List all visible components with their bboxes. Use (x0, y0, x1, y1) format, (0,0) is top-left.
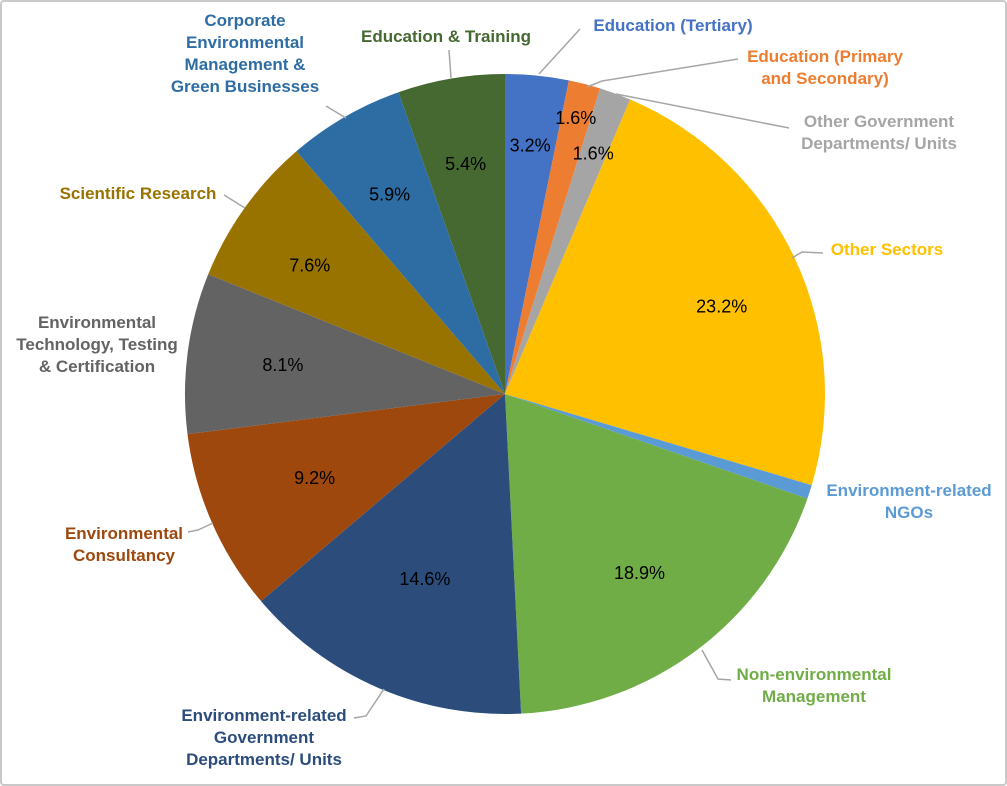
leader-line (223, 194, 246, 209)
leader-line (701, 649, 732, 681)
pct-label-scientific-research: 7.6% (289, 256, 330, 276)
pct-label-corporate-environmental-management-green-b: 5.9% (369, 185, 410, 205)
pie-slice-environment-related-ngos[interactable] (505, 394, 812, 499)
pct-label-other-sectors: 23.2% (696, 297, 747, 317)
slice-label-non-environmental-management: Non-environmental Management (736, 665, 892, 706)
slice-label-environment-related-government-departments: Environment-related Government Departmen… (181, 706, 347, 769)
pct-label-environmental-technology-testing-certifica: 8.1% (262, 355, 303, 375)
pct-label-environment-related-government-departments: 14.6% (399, 569, 450, 589)
leader-line (791, 251, 824, 259)
pie-slice-corporate-environmental-management-green-b[interactable] (296, 92, 505, 394)
pie-slice-environmental-technology-testing-certifica[interactable] (184, 274, 505, 435)
slice-label-education-training: Education & Training (360, 27, 531, 46)
pie-slice-education-tertiary[interactable] (505, 73, 569, 394)
leader-line (325, 105, 347, 119)
leader-line (353, 688, 385, 719)
pie-slice-environment-related-government-departments[interactable] (261, 394, 522, 715)
slice-label-environment-related-ngos: Environment-related NGOs (826, 481, 992, 522)
leader-line (187, 522, 214, 533)
leader-line (615, 93, 790, 129)
slice-label-education-tertiary: Education (Tertiary) (593, 16, 753, 35)
pct-label-non-environmental-management: 18.9% (614, 563, 665, 583)
slice-label-environmental-consultancy: Environmental Consultancy (64, 524, 184, 565)
slice-label-education-primary-and-secondary: Education (Primary and Secondary) (747, 47, 903, 88)
pct-label-education-training: 5.4% (445, 154, 486, 174)
pct-label-other-government-departments-units: 1.6% (573, 144, 614, 164)
pie-slice-other-sectors[interactable] (505, 99, 825, 486)
leader-line (538, 28, 581, 75)
leader-line (586, 58, 739, 88)
slice-label-other-sectors: Other Sectors (830, 240, 944, 259)
pie-slice-education-primary-and-secondary[interactable] (505, 80, 601, 395)
pie-slice-non-environmental-management[interactable] (505, 394, 808, 714)
slice-label-corporate-environmental-management-green-b: Corporate Environmental Management & Gre… (170, 11, 320, 96)
pie-slice-environmental-consultancy[interactable] (187, 394, 506, 602)
pie-slice-education-training[interactable] (398, 73, 506, 395)
pie-slice-scientific-research[interactable] (208, 151, 505, 394)
slice-label-scientific-research: Scientific Research (59, 184, 217, 203)
leader-line (448, 49, 452, 79)
pie-slice-other-government-departments-units[interactable] (505, 88, 631, 395)
pct-label-environmental-consultancy: 9.2% (294, 468, 335, 488)
pct-label-education-tertiary: 3.2% (510, 136, 551, 156)
slice-label-other-government-departments-units: Other Government Departments/ Units (801, 112, 957, 153)
slice-label-environmental-technology-testing-certifica: Environmental Technology, Testing & Cert… (16, 313, 178, 376)
pct-label-education-primary-and-secondary: 1.6% (555, 108, 596, 128)
